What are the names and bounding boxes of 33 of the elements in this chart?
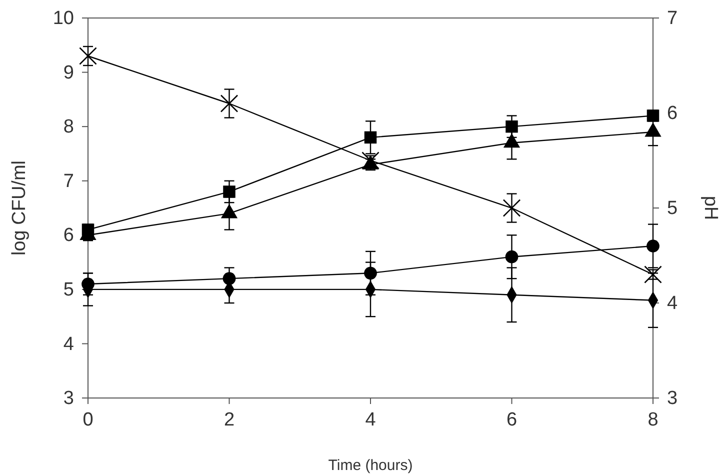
point xyxy=(79,47,97,65)
point xyxy=(362,152,380,170)
y2-tick-label: 3 xyxy=(667,388,678,410)
point xyxy=(502,199,521,217)
x-axis-title: Time (hours) xyxy=(328,457,413,474)
y-axis-title: log CFU/ml xyxy=(9,160,30,256)
y-tick-label: 10 xyxy=(52,8,74,30)
point xyxy=(505,250,518,264)
y2-axis-title: pH xyxy=(700,196,721,220)
x-tick-label: 8 xyxy=(648,409,658,430)
y2-tick-label: 6 xyxy=(667,103,678,124)
x-tick-label: 2 xyxy=(224,409,235,430)
y-tick-label: 5 xyxy=(63,280,74,301)
y2-tick-label: 7 xyxy=(667,8,678,30)
x-tick-label: 6 xyxy=(506,409,518,430)
x-tick-label: 4 xyxy=(365,409,376,430)
y2-tick-label: 5 xyxy=(667,198,678,220)
y-tick-label: 7 xyxy=(63,170,74,192)
point xyxy=(644,266,662,284)
x-tick-label: 0 xyxy=(82,409,94,430)
point xyxy=(220,94,238,112)
point xyxy=(364,131,377,144)
point xyxy=(646,110,660,122)
y2-tick-label: 4 xyxy=(667,293,678,314)
y-tick-label: 6 xyxy=(63,225,74,246)
y-tick-label: 3 xyxy=(63,388,74,410)
point xyxy=(506,120,518,133)
point xyxy=(646,240,660,252)
y-tick-label: 9 xyxy=(63,62,74,84)
point xyxy=(364,266,377,280)
y-tick-label: 4 xyxy=(63,334,74,355)
point xyxy=(223,186,236,198)
y-tick-label: 8 xyxy=(63,116,74,138)
